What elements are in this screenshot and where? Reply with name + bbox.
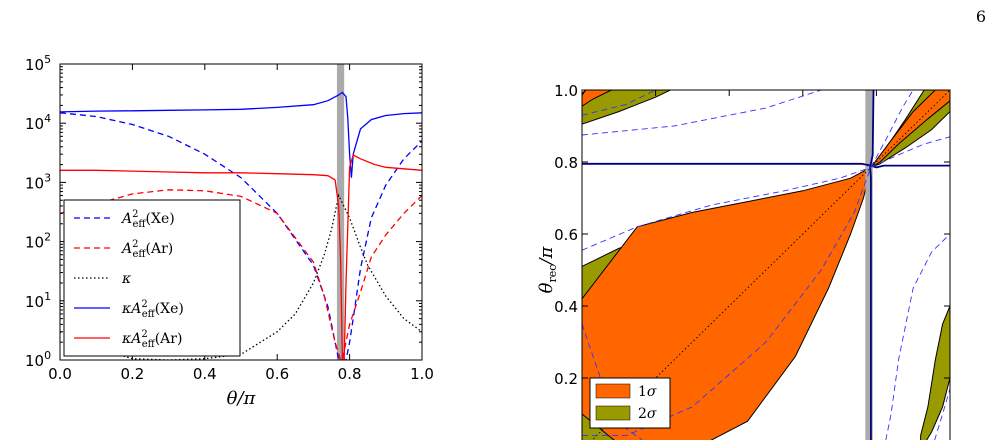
series-line-0 <box>60 112 422 360</box>
plot-frame <box>59 63 423 361</box>
amplitude-chart: 0.0 0.2 0.4 0.6 0.8 1.0 100 101 102 103 104 105 θ/… <box>25 53 434 409</box>
line-dash2 <box>582 167 872 437</box>
legend-label: κ <box>121 271 131 287</box>
x-tick-label: 1.0 <box>410 365 434 383</box>
y-axis: 0.00.20.40.60.81.0 <box>554 82 950 388</box>
y-tick-label: 0.4 <box>554 298 578 316</box>
legend-label: A2 eff(Xe) <box>120 209 175 230</box>
legend-label: 1σ <box>638 384 657 400</box>
x-tick-label: 0.8 <box>338 365 362 383</box>
y-tick-label: 101 <box>25 290 51 311</box>
y-tick-label: 0.8 <box>554 154 578 172</box>
x-tick-label: 0.0 <box>48 365 72 383</box>
line-dash7 <box>870 90 914 168</box>
y-tick-label: 103 <box>25 171 51 192</box>
line-dash5 <box>582 90 656 116</box>
legend-swatch <box>595 383 631 399</box>
y-tick-label: 105 <box>25 53 51 74</box>
shaded-band-rect <box>336 64 345 360</box>
y-tick-label: 100 <box>25 349 51 370</box>
legend-label: κA2 eff(Xe) <box>121 299 184 320</box>
line-diagonal <box>591 90 950 440</box>
y-axis: 100 101 102 103 104 105 <box>25 53 422 370</box>
shaded-band <box>865 90 873 440</box>
region-2 <box>582 90 671 125</box>
plot-frame <box>581 89 951 440</box>
legend-label: A2 eff(Ar) <box>120 239 173 260</box>
line-dash4 <box>582 90 822 136</box>
y-tick-label: 1.0 <box>554 82 578 100</box>
page-number: 6 <box>976 7 986 26</box>
y-tick-label: 0.2 <box>554 370 578 388</box>
region-3 <box>582 90 612 107</box>
y-tick-label: 104 <box>25 112 51 133</box>
shaded-band-rect <box>865 90 873 440</box>
region-6 <box>920 305 950 440</box>
line-dash8 <box>885 233 950 440</box>
x-axis: 0.0 0.2 0.4 0.6 0.8 1.0 <box>48 64 434 383</box>
x-tick-label: 0.6 <box>265 365 289 383</box>
legend-swatch <box>595 405 631 421</box>
y-tick-label: 102 <box>25 231 51 252</box>
shaded-band <box>336 64 345 360</box>
legend-box <box>63 199 241 357</box>
x-axis-label: θ/π <box>227 388 257 409</box>
legend-label: 2σ <box>638 406 657 422</box>
series-line-1 <box>60 189 422 360</box>
y-axis-label: θrec/π <box>536 245 559 293</box>
series-line-2 <box>60 193 422 360</box>
line-dash1 <box>582 166 872 251</box>
series-line-4 <box>60 154 422 360</box>
x-tick-label: 0.4 <box>193 365 217 383</box>
line-dash6 <box>870 136 950 168</box>
line-dash9 <box>934 388 950 440</box>
series-line-3 <box>60 91 422 178</box>
series-lines <box>60 91 422 360</box>
legend-label: κA2 eff(Ar) <box>121 329 182 350</box>
y-tick-label: 0.6 <box>554 226 578 244</box>
legend: A2 eff(Xe) A2 eff(Ar) κ κA2 eff(Xe) κA2 eff(Ar) <box>63 199 241 357</box>
region-5 <box>870 90 950 168</box>
confidence-regions <box>582 90 950 440</box>
x-tick-label: 0.2 <box>120 365 144 383</box>
